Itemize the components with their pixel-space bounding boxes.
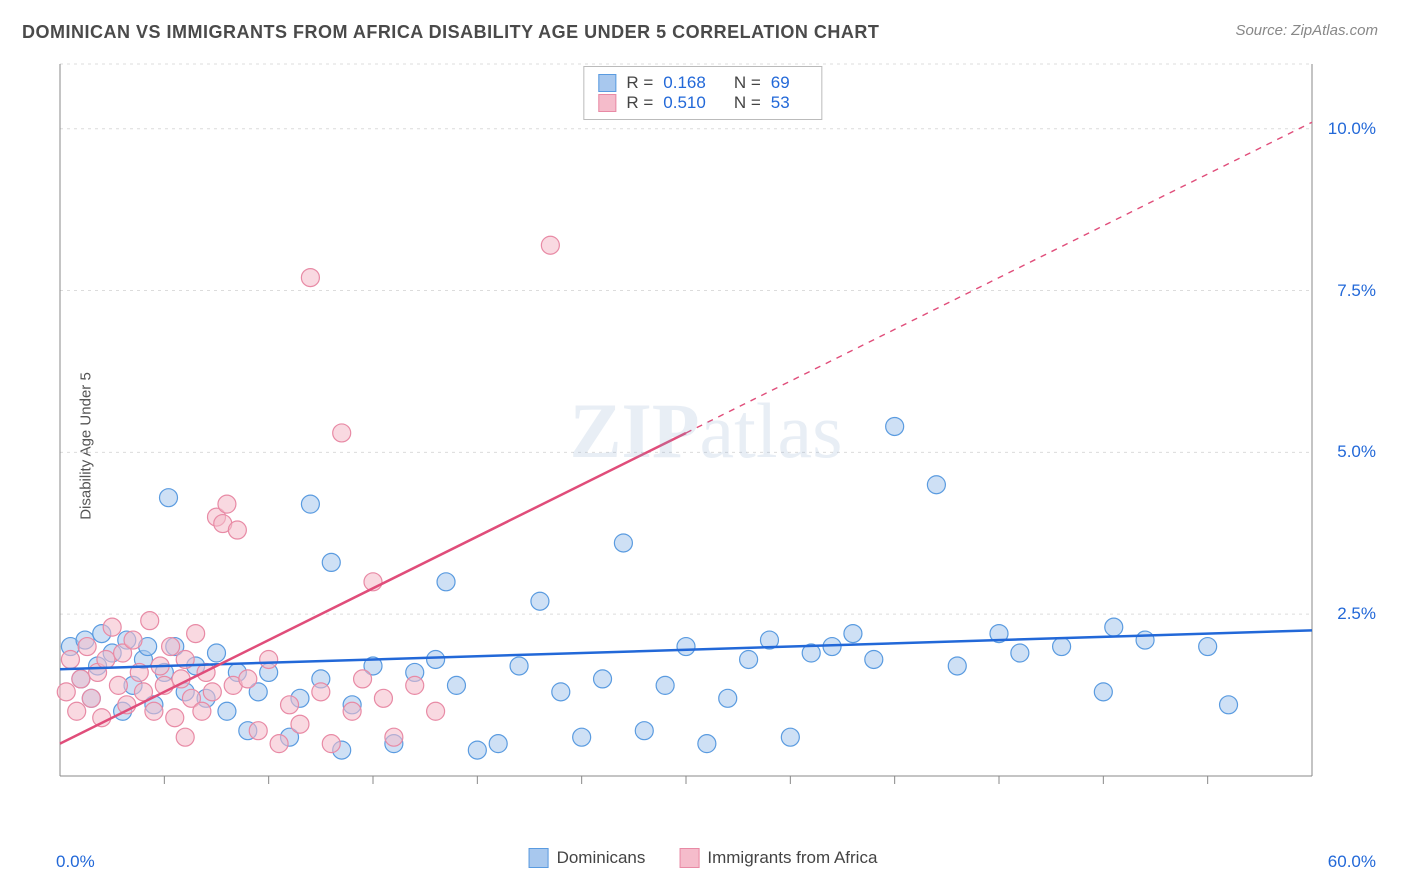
legend-swatch-0: [529, 848, 549, 868]
r-value-1: 0.510: [663, 93, 706, 113]
series-legend: Dominicans Immigrants from Africa: [529, 848, 878, 868]
n-value-1: 53: [771, 93, 790, 113]
chart-title: DOMINICAN VS IMMIGRANTS FROM AFRICA DISA…: [22, 22, 879, 43]
r-label: R =: [626, 93, 653, 113]
y-tick-label: 2.5%: [1337, 604, 1376, 624]
stats-row-0: R = 0.168 N = 69: [598, 73, 807, 93]
n-label: N =: [734, 73, 761, 93]
y-tick-label: 10.0%: [1328, 119, 1376, 139]
r-label: R =: [626, 73, 653, 93]
legend-item-0: Dominicans: [529, 848, 646, 868]
n-label: N =: [734, 93, 761, 113]
series-swatch-0: [598, 74, 616, 92]
chart-svg: [56, 60, 1356, 820]
legend-label-1: Immigrants from Africa: [707, 848, 877, 868]
r-value-0: 0.168: [663, 73, 706, 93]
stats-legend: R = 0.168 N = 69 R = 0.510 N = 53: [583, 66, 822, 120]
x-axis-max-label: 60.0%: [1328, 852, 1376, 872]
series-swatch-1: [598, 94, 616, 112]
plot-area: ZIPatlas: [56, 60, 1356, 820]
stats-row-1: R = 0.510 N = 53: [598, 93, 807, 113]
legend-swatch-1: [679, 848, 699, 868]
legend-item-1: Immigrants from Africa: [679, 848, 877, 868]
y-tick-label: 5.0%: [1337, 442, 1376, 462]
source-label: Source: ZipAtlas.com: [1235, 22, 1378, 39]
y-tick-label: 7.5%: [1337, 281, 1376, 301]
legend-label-0: Dominicans: [557, 848, 646, 868]
x-axis-min-label: 0.0%: [56, 852, 95, 872]
n-value-0: 69: [771, 73, 790, 93]
